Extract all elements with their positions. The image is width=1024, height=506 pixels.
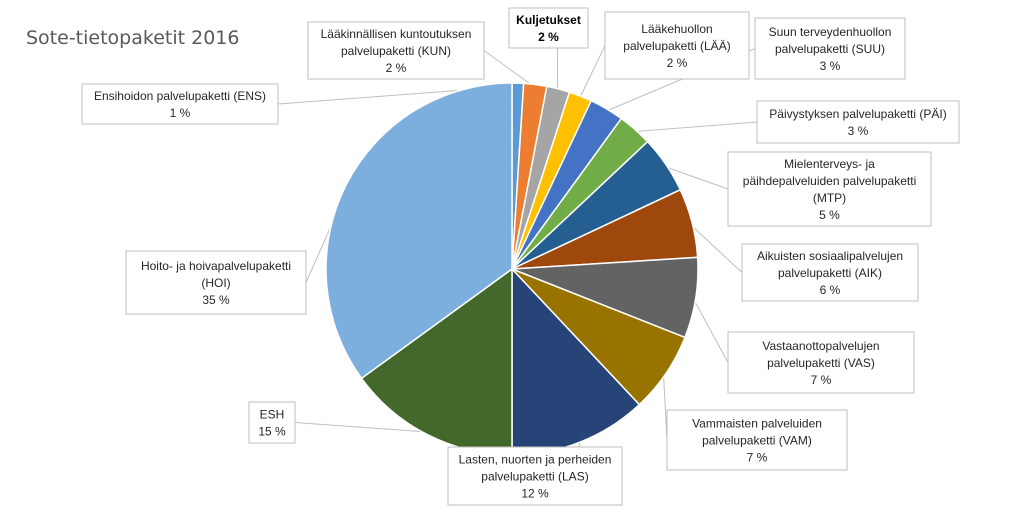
leader-line-vas [692, 297, 729, 363]
slice-percent-label: 7 % [811, 373, 832, 387]
slice-percent-label: 2 % [538, 30, 559, 44]
slice-percent-label: 3 % [820, 59, 841, 73]
slice-percent-label: 1 % [170, 106, 191, 120]
label-box [604, 11, 750, 80]
slice-name-label: Aikuisten sosiaalipalvelujen [757, 249, 903, 263]
label-box [248, 401, 296, 444]
slice-name-label: Kuljetukset [516, 13, 581, 27]
chart-title: Sote-tietopaketit 2016 [26, 27, 239, 49]
label-box [727, 331, 915, 394]
data-label-vas: Vastaanottopalvelujen palvelupaketti (VAS… [727, 331, 915, 394]
data-label-aik: Aikuisten sosiaalipalvelujen palvelupaket… [741, 243, 919, 302]
slice-name-label: palvelupaketti (SUU) [775, 42, 885, 56]
pie-slice-hoi [325, 82, 513, 380]
slice-name-label: palvelupaketti (LAS) [481, 470, 588, 484]
slice-name-label: Hoito- ja hoivapalvelupaketti [141, 259, 291, 273]
data-label-suu: Suun terveydenhuollon palvelupaketti (SUU… [754, 17, 906, 80]
data-label-las: Lasten, nuorten ja perheiden palvelupaket… [447, 446, 623, 506]
slice-name-label: Päivystyksen palvelupaketti (PÄI) [769, 107, 946, 121]
slice-name-label: palvelupaketti (LÄÄ) [623, 39, 730, 53]
slice-name-label: Vastaanottopalvelujen [762, 339, 879, 353]
slice-name-label: Lääkinnällisen kuntoutuksen [321, 27, 472, 41]
slice-percent-label: 35 % [202, 293, 230, 307]
data-label-kul: Kuljetukset 2 % [508, 7, 589, 49]
leader-line-mtp [663, 165, 729, 190]
data-label-mtp: Mielenterveys- ja päihdepalveluiden palve… [727, 151, 932, 227]
slice-name-label: Suun terveydenhuollon [769, 25, 892, 39]
data-label-vam: Vammaisten palveluiden palvelupaketti (VA… [666, 409, 848, 471]
data-label-hoi: Hoito- ja hoivapalvelupaketti (HOI) 35 % [125, 250, 307, 315]
data-label-laa: Lääkehuollon palvelupaketti (LÄÄ) 2 % [604, 11, 750, 80]
leader-line-kun [483, 50, 536, 88]
label-box [307, 21, 485, 80]
slice-percent-label: 3 % [848, 124, 869, 138]
label-box [447, 446, 623, 506]
label-box [756, 100, 960, 144]
data-label-ens: Ensihoidon palvelupaketti (ENS) 1 % [81, 83, 279, 125]
slice-percent-label: 7 % [747, 451, 768, 465]
label-box [754, 17, 906, 80]
label-box [727, 151, 932, 227]
leader-line-laa [578, 45, 606, 100]
slice-percent-label: 5 % [819, 208, 840, 222]
leader-line-pai [632, 121, 758, 133]
leader-line-aik [688, 223, 743, 273]
slice-percent-label: 12 % [521, 487, 549, 501]
slice-name-label: (MTP) [813, 191, 846, 205]
leader-line-esh [294, 422, 429, 433]
slice-name-label: Mielenterveys- ja [784, 157, 875, 171]
data-label-esh: ESH 15 % [248, 401, 296, 444]
slice-name-label: Vammaisten palveluiden [692, 417, 822, 431]
slice-percent-label: 15 % [258, 425, 286, 439]
data-label-kun: Lääkinnällisen kuntoutuksen palvelupakett… [307, 21, 485, 80]
label-box [81, 83, 279, 125]
slice-name-label: (HOI) [201, 276, 230, 290]
slice-name-label: palvelupaketti (VAM) [702, 434, 812, 448]
label-box [125, 250, 307, 315]
label-box [741, 243, 919, 302]
leader-line-vam [662, 371, 668, 441]
slice-name-label: palvelupaketti (AIK) [778, 266, 882, 280]
slice-percent-label: 2 % [386, 61, 407, 75]
slice-name-label: palvelupaketti (KUN) [341, 44, 451, 58]
slice-name-label: ESH [260, 408, 285, 422]
slice-percent-label: 2 % [667, 56, 688, 70]
label-box [508, 7, 589, 49]
slice-percent-label: 6 % [820, 283, 841, 297]
slice-name-label: palvelupaketti (VAS) [767, 356, 875, 370]
data-label-pai: Päivystyksen palvelupaketti (PÄI) 3 % [756, 100, 960, 144]
slice-name-label: Ensihoidon palvelupaketti (ENS) [94, 89, 266, 103]
slice-name-label: Lääkehuollon [641, 22, 712, 36]
slice-name-label: Lasten, nuorten ja perheiden [459, 453, 612, 467]
label-box [666, 409, 848, 471]
slice-name-label: päihdepalveluiden palvelupaketti [743, 174, 916, 188]
